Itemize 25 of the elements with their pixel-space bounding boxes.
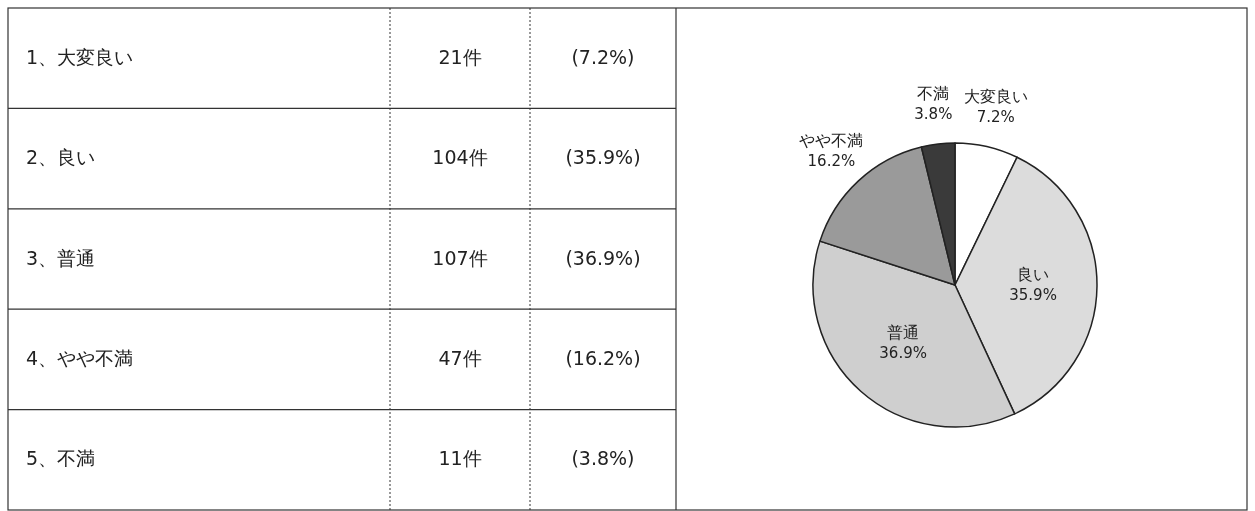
text: 5、不満 [26, 447, 96, 470]
data-label: 7.2% [976, 108, 1015, 127]
text: 1、大変良い [26, 45, 134, 68]
data-label: 36.9% [879, 343, 927, 362]
text: (7.2%) [571, 45, 635, 68]
text: 107件 [432, 246, 488, 269]
text: (3.8%) [571, 447, 635, 470]
text: 3、普通 [26, 246, 96, 269]
text: 2、良い [26, 146, 96, 169]
slice-label: 普通 [887, 322, 920, 342]
text: 11件 [438, 447, 482, 470]
text: 47件 [438, 346, 482, 369]
slice-label: 大変良い [963, 87, 1028, 107]
data-label: 16.2% [807, 152, 856, 171]
text: (35.9%) [565, 146, 641, 169]
slice-label: 不満 [917, 84, 950, 104]
slice-label: やや不満 [799, 131, 864, 151]
data-label: 3.8% [914, 105, 953, 124]
text: 104件 [432, 146, 488, 169]
text: (16.2%) [565, 346, 641, 369]
data-label: 35.9% [1009, 286, 1057, 305]
text: 4、やや不満 [26, 346, 134, 369]
text: 21件 [438, 45, 482, 68]
slice-label: 良い [1017, 265, 1050, 285]
text: (36.9%) [565, 246, 641, 269]
